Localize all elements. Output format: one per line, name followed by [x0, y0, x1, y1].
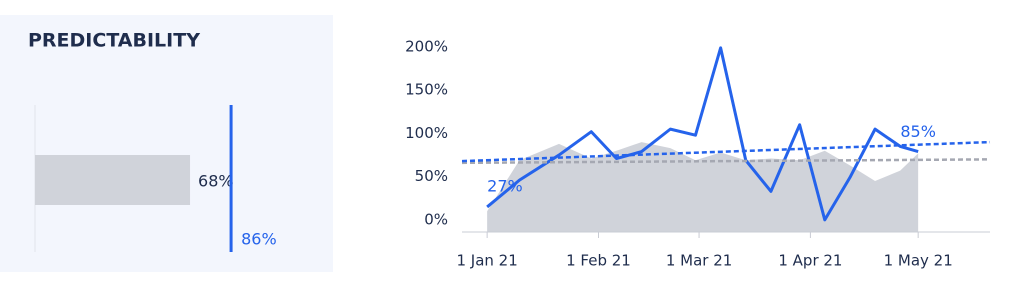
panel	[0, 15, 333, 272]
annotation: 27%	[487, 176, 523, 195]
value-label: 68%	[198, 172, 234, 191]
panel-title: PREDICTABILITY	[28, 30, 200, 52]
y-tick-label: 50%	[415, 167, 448, 185]
trend-line	[461, 140, 991, 163]
y-tick-label: 100%	[405, 124, 448, 142]
x-tick-label: 1 Apr 21	[778, 252, 842, 270]
trend-line	[461, 158, 991, 165]
y-tick-label: 0%	[424, 210, 448, 228]
y-tick-label: 200%	[405, 38, 448, 56]
x-tick-label: 1 Mar 21	[666, 252, 732, 270]
y-tick-label: 150%	[405, 81, 448, 99]
x-tick-label: 1 Jan 21	[456, 252, 517, 270]
target-label: 86%	[241, 230, 277, 249]
area	[487, 142, 919, 232]
bar	[35, 155, 191, 205]
x-tick-label: 1 May 21	[884, 252, 953, 270]
annotation: 85%	[900, 122, 936, 141]
x-tick-label: 1 Feb 21	[566, 252, 631, 270]
